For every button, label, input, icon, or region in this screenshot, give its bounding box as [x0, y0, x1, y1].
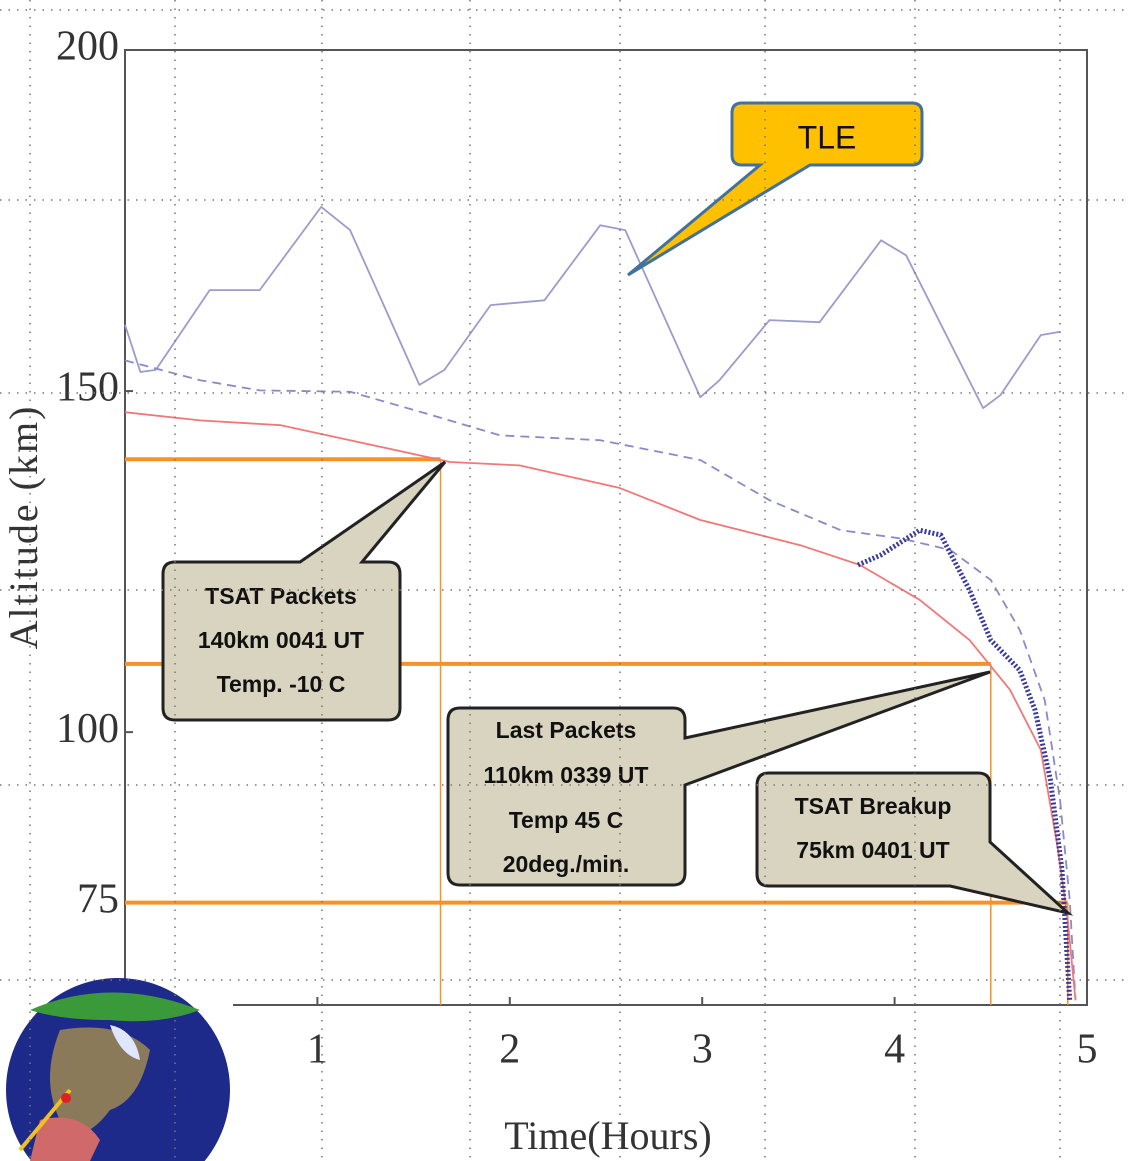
- x-tick-label: 3: [692, 1027, 713, 1073]
- x-tick-label: 1: [307, 1027, 328, 1073]
- y-tick-label: 75: [77, 876, 119, 922]
- globe-inset: [0, 978, 233, 1161]
- callout-text: TSAT Breakup: [795, 793, 952, 819]
- callout-text: Temp 45 C: [509, 807, 624, 833]
- callout-text: 20deg./min.: [503, 851, 630, 877]
- series-line: [856, 527, 1073, 1001]
- data-layer: 75 100 150 200 1 2 3 4 5: [56, 24, 1098, 1073]
- series-line: [124, 206, 1061, 409]
- y-tick-label: 150: [56, 365, 119, 411]
- y-tick-label: 100: [56, 706, 119, 752]
- callout-box: [446, 670, 991, 887]
- x-tick-label: 2: [499, 1027, 520, 1073]
- callout-text: 75km 0401 UT: [796, 837, 949, 863]
- x-axis-label: Time(Hours): [504, 1113, 711, 1158]
- y-tick-label: 200: [56, 24, 119, 70]
- x-tick-label: 4: [884, 1027, 905, 1073]
- tle-callout: [627, 101, 924, 277]
- callout-text: 140km 0041 UT: [198, 627, 364, 653]
- series-line: [124, 359, 1077, 1001]
- callout-text: 110km 0339 UT: [484, 762, 649, 788]
- tle-label: TLE: [798, 119, 857, 155]
- y-axis-label: Altitude (km): [1, 405, 46, 650]
- callout-text: Last Packets: [496, 717, 637, 743]
- callout-text: Temp. -10 C: [217, 671, 346, 697]
- series-line: [124, 411, 1077, 1001]
- x-tick-label: 5: [1077, 1027, 1098, 1073]
- callout-box: [161, 460, 447, 722]
- callout-box: [755, 771, 1074, 916]
- callout-text: TSAT Packets: [205, 583, 357, 609]
